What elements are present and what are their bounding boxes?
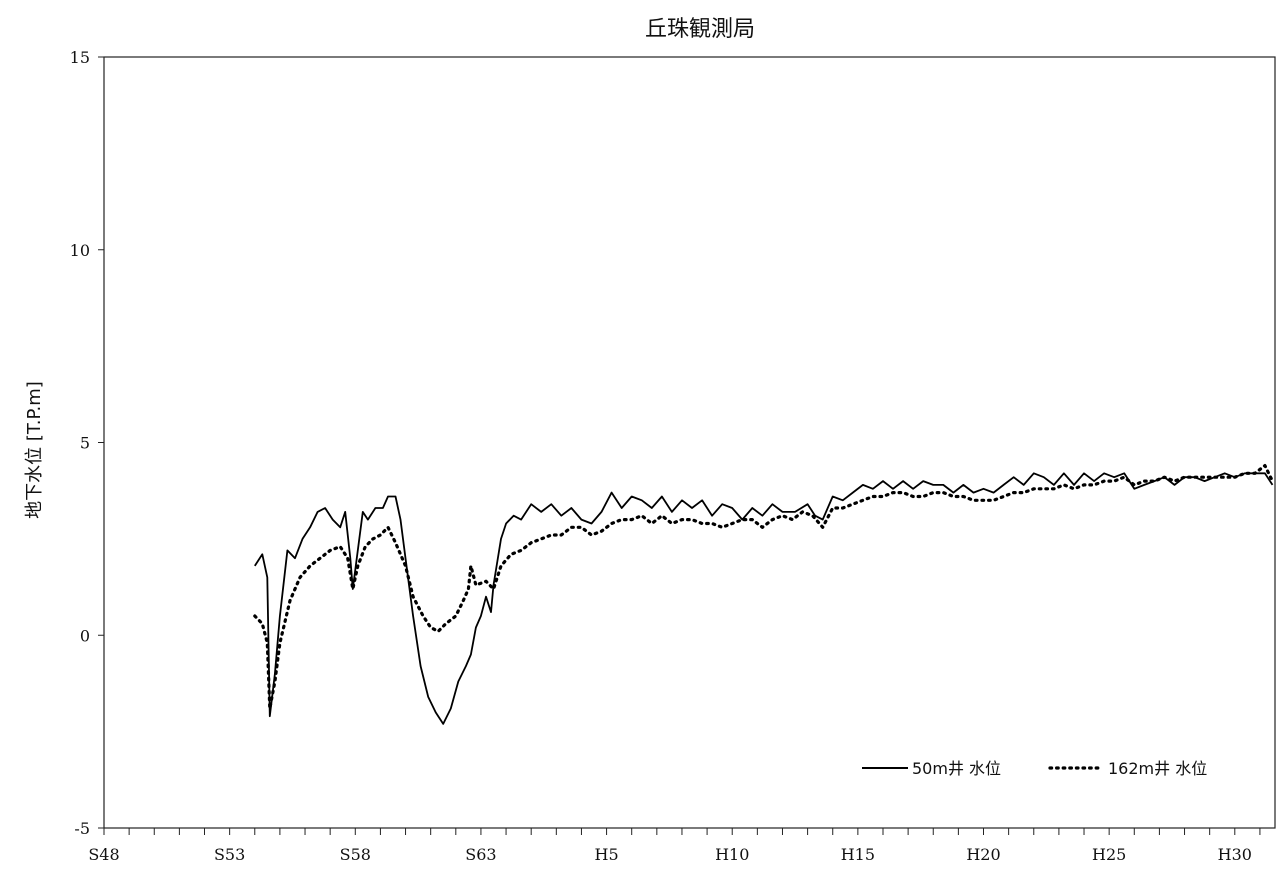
x-axis: S48 S53 S58 S63 H5 H10 H15 H20 H25 H30 [88, 828, 1261, 864]
y-tick-label: 5 [80, 434, 90, 453]
legend: 50m井 水位 162m井 水位 [862, 759, 1207, 778]
series-line-50m-well [254, 472, 1274, 725]
series-line-162m-well [253, 464, 1275, 711]
x-tick-label: H25 [1092, 845, 1126, 864]
x-tick-label: H10 [715, 845, 749, 864]
legend-label-162m: 162m井 水位 [1108, 759, 1207, 778]
y-axis: 15 10 5 0 -5 [70, 48, 104, 838]
y-axis-label: 地下水位 [T.P.m] [24, 381, 45, 519]
y-tick-label: 15 [70, 48, 90, 67]
series-layer [253, 464, 1275, 725]
x-tick-label: H5 [595, 845, 619, 864]
x-tick-label: H30 [1218, 845, 1252, 864]
y-tick-label: 10 [70, 241, 90, 260]
y-tick-label: 0 [80, 626, 90, 645]
x-tick-label: H20 [966, 845, 1000, 864]
chart-title: 丘珠観測局 [645, 17, 755, 42]
x-tick-label: S53 [214, 845, 245, 864]
x-tick-label: S63 [465, 845, 496, 864]
y-tick-label: -5 [74, 819, 90, 838]
x-tick-label: H15 [841, 845, 875, 864]
x-tick-label: S58 [340, 845, 371, 864]
legend-label-50m: 50m井 水位 [912, 759, 1001, 778]
x-tick-label: S48 [88, 845, 119, 864]
y-axis-label-group: 地下水位 [T.P.m] [24, 381, 45, 519]
plot-frame [103, 56, 1276, 829]
